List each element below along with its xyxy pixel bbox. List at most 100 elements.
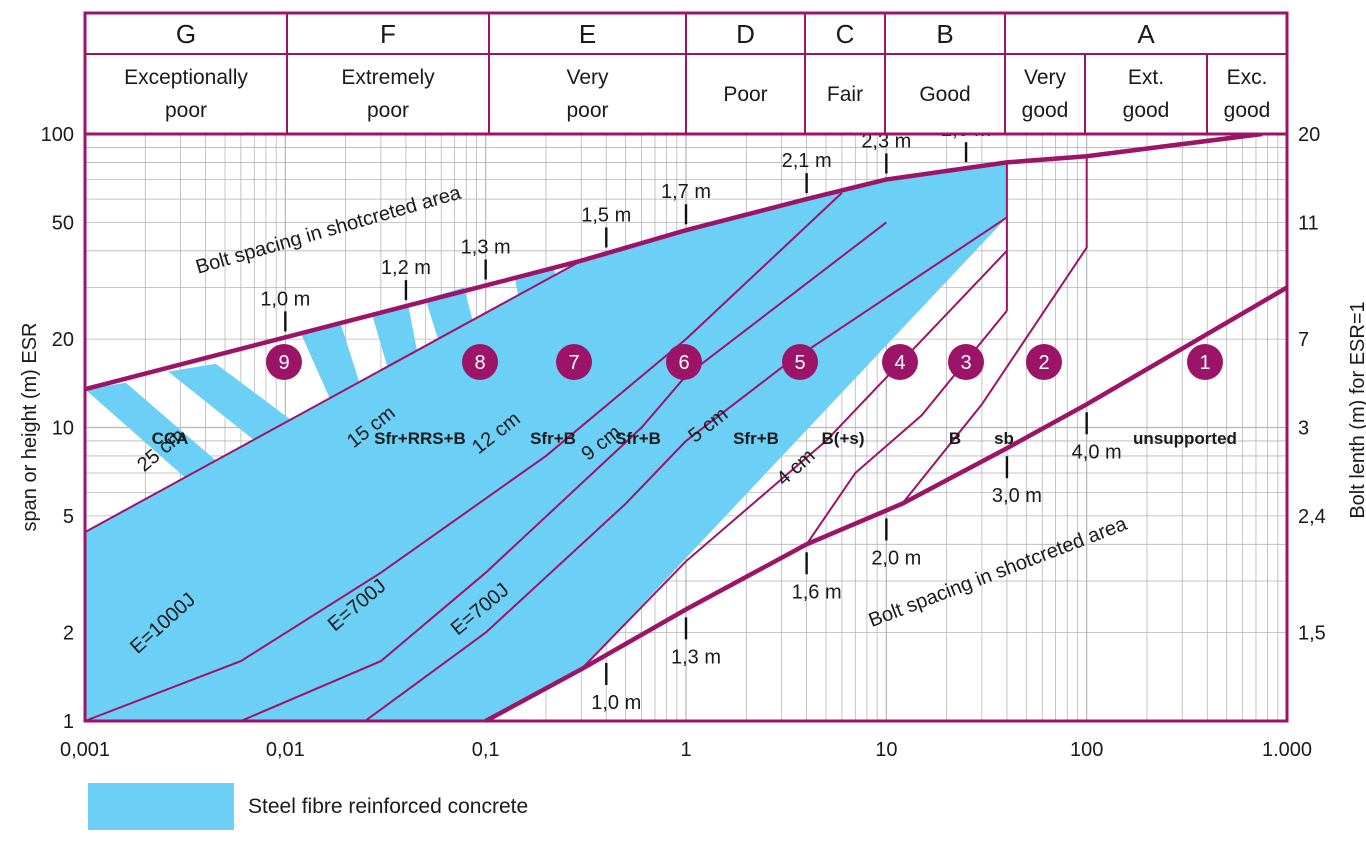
rock-class-name: Ext.	[1128, 66, 1164, 89]
fibre-stripe	[301, 325, 372, 434]
spacing-label: 1,6 m	[792, 581, 842, 603]
category-label: Sfr+B	[615, 429, 661, 448]
upper-bolt-line	[84, 131, 1263, 392]
y-tick-label: 10	[52, 418, 74, 440]
fibre-stripe	[371, 304, 424, 400]
spacing-label: 2,3 m	[861, 130, 911, 152]
x-tick-label: 0,001	[60, 739, 110, 761]
rock-class-name: poor	[367, 99, 409, 122]
rock-class-name: Good	[919, 83, 970, 106]
rock-class-name: Fair	[827, 83, 863, 106]
category-label: Sfr+B	[530, 429, 576, 448]
lower-bolt-label: Bolt spacing in shotcreted area	[866, 513, 1131, 632]
category-marker	[1026, 344, 1062, 380]
rock-class-name: Very	[566, 66, 609, 89]
rock-support-chart: 1,0 m1,2 m1,3 m1,5 m1,7 m2,1 m2,3 m2,5 m…	[19, 11, 1366, 761]
category-number: 3	[960, 352, 971, 374]
category-marker	[882, 344, 918, 380]
rock-class-name: Poor	[723, 83, 767, 106]
spacing-label: 2,0 m	[871, 547, 921, 569]
fibre-stripe	[85, 382, 266, 516]
bolt-spacing-marks: 1,0 m1,2 m1,3 m1,5 m1,7 m2,1 m2,3 m2,5 m…	[260, 119, 1121, 714]
lower-bolt-line	[484, 285, 1289, 723]
steel-fibre-areas	[85, 162, 1007, 721]
rock-class-name: good	[1224, 99, 1271, 122]
rock-class-name: good	[1022, 99, 1069, 122]
category-marker	[782, 344, 818, 380]
y-tick-label: 2	[63, 623, 74, 645]
category-marker	[666, 344, 702, 380]
category-label: Sfr+RRS+B	[374, 429, 466, 448]
y2-tick-label: 1,5	[1298, 623, 1326, 645]
x-tick-label: 1	[680, 739, 691, 761]
rock-class-name: good	[1123, 99, 1170, 122]
rock-class-letter: G	[176, 19, 196, 49]
rock-class-name: Extremely	[341, 66, 435, 89]
y2-tick-label: 3	[1298, 418, 1309, 440]
category-label: Sfr+B	[733, 429, 779, 448]
category-label: B(+s)	[822, 429, 865, 448]
support-line	[84, 192, 843, 722]
spacing-label: 3,0 m	[992, 485, 1042, 507]
x-tick-label: 0,1	[472, 739, 500, 761]
category-marker	[266, 344, 302, 380]
fibre-stripe	[168, 363, 339, 473]
category-marker	[948, 344, 984, 380]
legend-swatch	[88, 783, 234, 830]
support-line	[240, 221, 887, 722]
legend-label: Steel fibre reinforced concrete	[248, 794, 529, 818]
category-marker	[1187, 344, 1223, 380]
rock-class-letter: A	[1137, 19, 1155, 49]
spacing-label: 2,1 m	[782, 150, 832, 172]
x-tick-label: 0,01	[266, 739, 305, 761]
rock-class-letter: C	[836, 19, 855, 49]
rock-class-letter: F	[380, 19, 396, 49]
rock-class-name: poor	[566, 99, 608, 122]
spacing-label: 1,3 m	[671, 646, 721, 668]
y-tick-label: 5	[63, 506, 74, 528]
support-line	[901, 156, 1088, 505]
category-marker	[462, 344, 498, 380]
spacing-label: 4,0 m	[1072, 441, 1122, 463]
category-number: 1	[1199, 352, 1210, 374]
category-label: CCA	[152, 429, 189, 448]
x-tick-label: 1.000	[1262, 739, 1312, 761]
y-tick-label: 1	[63, 711, 74, 733]
category-number: 6	[678, 352, 689, 374]
category-number: 4	[894, 352, 905, 374]
category-label: B	[949, 429, 961, 448]
category-number: 2	[1038, 352, 1049, 374]
category-number: 9	[278, 352, 289, 374]
rock-class-name: Very	[1024, 66, 1067, 89]
support-lines	[84, 131, 1289, 723]
rock-class-name: poor	[165, 99, 207, 122]
spacing-label: 1,3 m	[461, 236, 511, 258]
y2-tick-label: 11	[1298, 212, 1319, 234]
rock-class-name: Exceptionally	[124, 66, 248, 89]
spacing-label: 1,5 m	[581, 204, 631, 226]
spacing-label: 1,7 m	[661, 181, 711, 203]
category-marker	[556, 344, 592, 380]
legend: Steel fibre reinforced concrete	[88, 783, 528, 830]
steel-fibre-area	[85, 162, 1007, 721]
rock-class-header: G F E D C B A Exceptionally poor Extremely poor Ver…	[83, 11, 1289, 136]
y2-tick-label: 20	[1298, 124, 1320, 146]
rock-class-letter: E	[579, 19, 596, 49]
y2-axis-title: Bolt lenth (m) for ESR=1	[1347, 301, 1366, 518]
spacing-label: 1,0 m	[591, 692, 641, 714]
y-tick-label: 20	[52, 329, 74, 351]
rock-class-name: Exc.	[1227, 66, 1268, 89]
category-number: 5	[794, 352, 805, 374]
category-label: unsupported	[1133, 429, 1237, 448]
rock-class-letter: B	[936, 19, 953, 49]
support-line	[580, 250, 1008, 670]
y-tick-label: 50	[52, 212, 74, 234]
category-number: 7	[568, 352, 579, 374]
y-tick-label: 100	[41, 124, 74, 146]
y2-tick-label: 2,4	[1298, 506, 1326, 528]
category-number: 8	[474, 352, 485, 374]
x-tick-label: 100	[1070, 739, 1103, 761]
spacing-label: 1,2 m	[381, 257, 431, 279]
y-axis-title: span or height (m) ESR	[19, 323, 41, 532]
category-label: sb	[994, 429, 1014, 448]
